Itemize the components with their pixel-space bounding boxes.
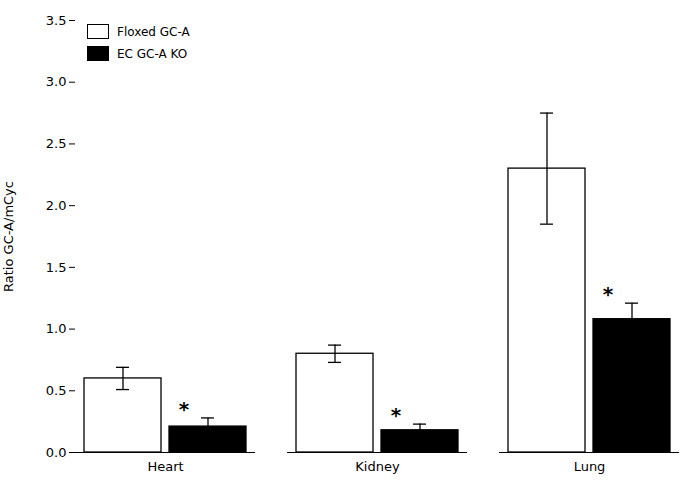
svg-text:*: * — [603, 282, 614, 306]
svg-text:3.0: 3.0 — [46, 74, 67, 89]
svg-text:Heart: Heart — [147, 459, 183, 474]
html-text:Floxed GC-A: Floxed GC-A — [117, 24, 190, 39]
svg-text:Ratio GC-A/mCyc: Ratio GC-A/mCyc — [1, 181, 16, 292]
svg-text:Lung: Lung — [574, 459, 606, 474]
svg-text:3.5: 3.5 — [46, 13, 67, 28]
svg-text:2.5: 2.5 — [46, 136, 67, 151]
svg-text:2.0: 2.0 — [46, 198, 67, 213]
svg-text:1.0: 1.0 — [46, 321, 67, 336]
svg-text:Kidney: Kidney — [355, 459, 400, 474]
svg-text:0.5: 0.5 — [46, 383, 67, 398]
svg-text:*: * — [391, 403, 402, 427]
html-text:EC GC-A KO: EC GC-A KO — [117, 46, 188, 61]
svg-text:1.5: 1.5 — [46, 260, 67, 275]
svg-text:*: * — [179, 397, 190, 421]
svg-text:0.0: 0.0 — [46, 445, 67, 460]
